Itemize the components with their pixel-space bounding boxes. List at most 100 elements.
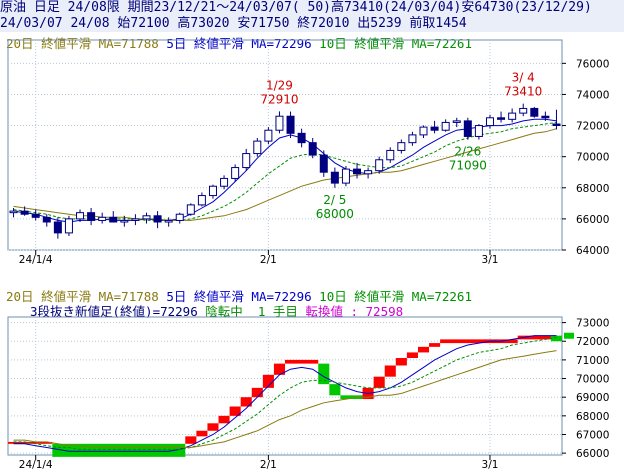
lower-legend: 20日 終値平滑 MA=71788 5日 終値平滑 MA=72296 10日 終… xyxy=(6,289,472,304)
candle-down xyxy=(463,120,472,137)
candle-down xyxy=(319,154,328,173)
brick-up xyxy=(517,335,551,340)
upper-y-tick-label: 66000 xyxy=(576,214,609,226)
candle-up xyxy=(9,210,18,214)
three-line-count: 1 手目 xyxy=(257,304,298,319)
candle-up xyxy=(519,107,528,114)
candle-up xyxy=(242,153,251,169)
candle-up xyxy=(441,121,450,131)
candle-up xyxy=(264,129,273,142)
candle-up xyxy=(120,219,129,223)
candle-up xyxy=(98,216,107,221)
brick-up xyxy=(185,436,197,444)
annotation-date: 3/ 4 xyxy=(512,71,535,85)
lower-y-tick-label: 67000 xyxy=(576,429,609,441)
candle-up xyxy=(508,112,517,120)
upper-x-tick-label: 2/1 xyxy=(260,254,277,266)
brick-up xyxy=(285,359,319,364)
candle-up xyxy=(64,218,73,234)
candle-up xyxy=(408,134,417,144)
upper-y-tick-label: 64000 xyxy=(576,245,609,257)
candle-down xyxy=(53,221,62,234)
brick-up xyxy=(395,358,407,366)
candle-down xyxy=(153,215,162,223)
candle-up xyxy=(386,149,395,161)
brick-up xyxy=(207,423,219,431)
candle-down xyxy=(31,213,40,218)
candle-up xyxy=(164,219,173,223)
candle-up xyxy=(142,215,151,220)
candle-up xyxy=(397,142,406,151)
candle-up xyxy=(253,140,262,155)
lower-ma20-line xyxy=(13,350,557,448)
annotation-date: 2/ 5 xyxy=(323,193,346,207)
brick-down xyxy=(340,395,363,400)
candle-down xyxy=(308,142,317,156)
candle-up xyxy=(275,115,284,131)
brick-up xyxy=(273,363,285,375)
candle-up xyxy=(341,168,350,184)
legend-ma10-lower: 10日 終値平滑 MA=72261 xyxy=(319,289,472,304)
candle-down xyxy=(430,126,439,131)
lower-y-tick-label: 73000 xyxy=(576,318,609,330)
candle-down xyxy=(353,168,362,175)
candle-down xyxy=(552,123,561,126)
candle-down xyxy=(530,107,539,117)
chart-header-line1: 原油 日足 24/08限 期間23/12/21～24/03/07( 50)高73… xyxy=(0,0,624,16)
lower-y-tick-label: 72000 xyxy=(576,336,609,348)
upper-y-tick-label: 76000 xyxy=(576,58,609,70)
brick-down xyxy=(318,363,330,385)
candle-down xyxy=(87,212,96,221)
brick-up xyxy=(429,343,441,347)
brick-up xyxy=(218,415,230,424)
lower-x-tick-label: 2/1 xyxy=(260,459,277,471)
candle-down xyxy=(330,171,339,184)
upper-y-tick-label: 74000 xyxy=(576,89,609,101)
lower-ma10-line xyxy=(13,337,557,450)
annotation-value: 72910 xyxy=(260,92,298,106)
brick-up xyxy=(406,352,418,359)
header-period-text: 原油 日足 24/08限 期間23/12/21～24/03/07( 50)高73… xyxy=(0,0,592,15)
candle-up xyxy=(474,125,483,137)
lower-frame xyxy=(7,316,563,456)
upper-y-tick-label: 70000 xyxy=(576,152,609,164)
brick-up xyxy=(240,397,252,407)
upper-x-tick-label: 3/1 xyxy=(482,254,499,266)
annotation-date: 1/29 xyxy=(266,78,293,92)
candle-down xyxy=(497,117,506,120)
annotation-value: 68000 xyxy=(316,207,354,221)
three-line-title: 3段抜き新値足(終値)=72296 xyxy=(30,304,198,319)
upper-x-tick-label: 24/1/4 xyxy=(19,254,53,266)
candle-up xyxy=(375,159,384,172)
candle-up xyxy=(231,167,240,179)
candle-up xyxy=(452,120,461,123)
annotation-date: 2/26 xyxy=(454,145,481,159)
lower-y-tick-label: 69000 xyxy=(576,392,609,404)
brick-up xyxy=(440,339,518,344)
candle-up xyxy=(197,195,206,206)
lower-y-tick-label: 66000 xyxy=(576,448,609,460)
candle-up xyxy=(76,212,85,220)
brick-up xyxy=(229,406,241,416)
brick-down xyxy=(329,384,341,396)
three-line-state: 陰転中 xyxy=(205,304,243,319)
candle-down xyxy=(20,210,29,215)
upper-ma20-line xyxy=(13,128,557,221)
legend-ma5-lower: 5日 終値平滑 MA=72296 xyxy=(166,289,312,304)
candle-down xyxy=(297,132,306,144)
candle-up xyxy=(186,204,195,215)
annotation-value: 73410 xyxy=(504,85,542,99)
annotation-value: 71090 xyxy=(449,159,487,173)
candle-up xyxy=(419,126,428,136)
candle-up xyxy=(208,185,217,197)
candle-up xyxy=(175,213,184,221)
three-line-reversal: 転換値 : 72598 xyxy=(305,304,404,319)
brick-up xyxy=(417,346,430,353)
candle-up xyxy=(364,170,373,175)
header-ohlc-text: 24/03/07 24/08 始72100 高73020 安71750 終720… xyxy=(0,16,467,31)
brick-up xyxy=(384,365,396,377)
lower-y-tick-label: 70000 xyxy=(576,374,609,386)
lower-x-tick-label: 3/1 xyxy=(482,459,499,471)
three-line-info: 3段抜き新値足(終値)=72296 陰転中 1 手目 転換値 : 72598 xyxy=(30,304,403,319)
